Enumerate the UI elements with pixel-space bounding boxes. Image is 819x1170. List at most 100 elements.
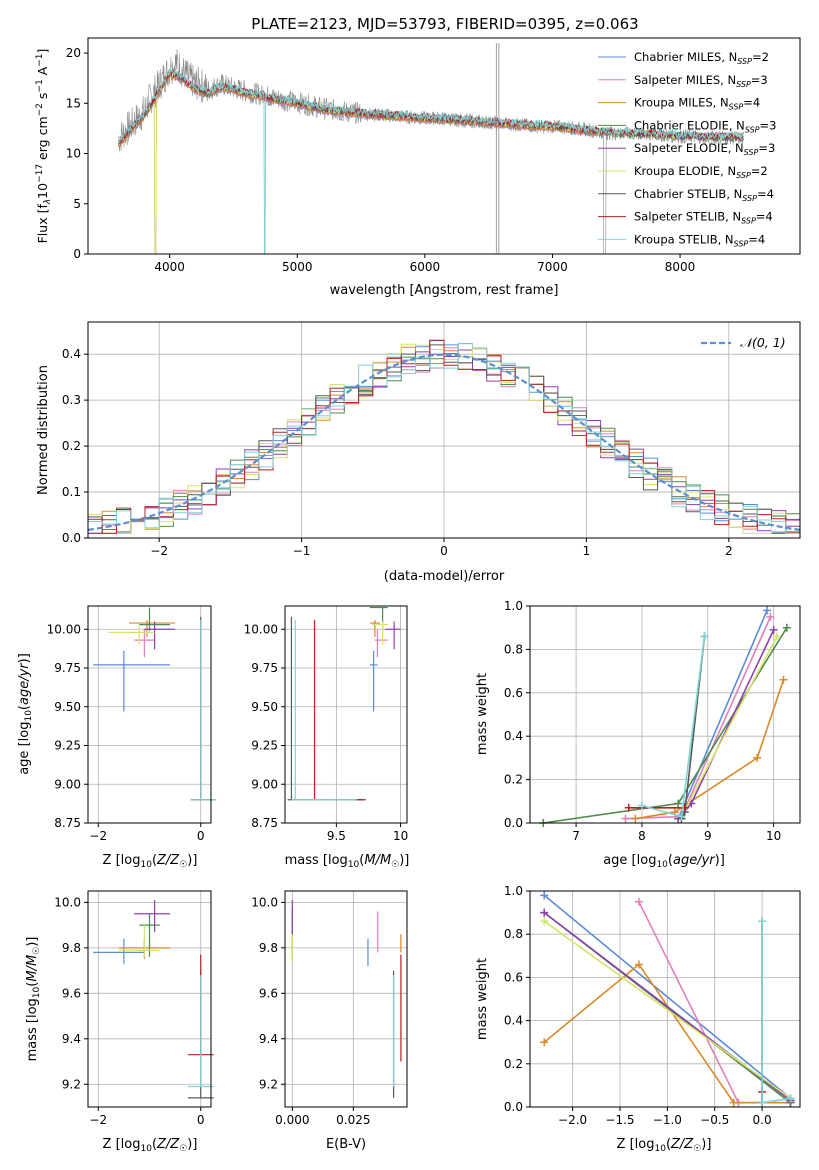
y-tick-label: 9.25 xyxy=(54,739,81,753)
y-tick-label: 9.25 xyxy=(251,739,278,753)
weight-marker-salpeter-stelib xyxy=(624,803,633,812)
legend-label-kroupa-stelib: Kroupa STELIB, NSSP=4 xyxy=(634,232,765,248)
spectrum-lines xyxy=(118,43,745,254)
y-tick-label: 0.4 xyxy=(504,729,523,743)
x-tick-label: −1.0 xyxy=(653,1113,682,1127)
legend-label-chabrier-stelib: Chabrier STELIB, NSSP=4 xyxy=(634,187,774,203)
age-vs-metallicity-xlabel: Z [log10(Z/Z☉)] xyxy=(103,853,198,870)
y-tick-label: 20 xyxy=(66,46,81,60)
y-tick-label: 9.00 xyxy=(54,777,81,791)
legend-label-chabrier-elodie: Chabrier ELODIE, NSSP=3 xyxy=(634,118,776,134)
mass-vs-ebv-xlabel: E(B-V) xyxy=(326,1137,366,1152)
x-tick-label: 8 xyxy=(638,829,646,843)
weight-vs-age-ylabel: mass weight xyxy=(475,673,490,755)
weight-vs-age-xlabel: age [log10(age/yr)] xyxy=(603,853,725,870)
x-tick-label: −2.0 xyxy=(558,1113,587,1127)
residual-legend: 𝒩(0, 1) xyxy=(701,335,786,350)
y-tick-label: 9.6 xyxy=(62,986,81,1000)
y-tick-label: 5 xyxy=(73,197,81,211)
spectrum-axes-frame xyxy=(87,37,801,255)
spectrum-ylabel: Flux [fλ10−17 erg cm−2 s−1 A−1] xyxy=(35,49,53,244)
y-tick-label: 1.0 xyxy=(504,599,523,613)
weight-line-chabrier-elodie xyxy=(543,627,788,824)
weight-marker-chabrier-elodie xyxy=(674,799,683,808)
age-vs-metallicity-ylabel: age [log10(age/yr)] xyxy=(17,653,34,775)
weight-vs-age-panel: 7 8 9 10 0.0 0.2 0.4 0.6 0.8 1.0 age [log10(age/y… xyxy=(475,599,801,870)
weight-marker-kroupa-stelib xyxy=(758,917,767,926)
weight-marker-kroupa-miles xyxy=(631,814,640,823)
y-tick-label: 0.0 xyxy=(504,816,523,830)
y-tick-label: 9.2 xyxy=(62,1077,81,1091)
residual-panel: −2 −1 0 1 2 0.0 0.1 0.2 0.3 0.4 (data-model)/erro… xyxy=(36,321,801,584)
y-tick-label: 8.75 xyxy=(251,816,278,830)
weight-marker-kroupa-stelib xyxy=(786,1094,795,1103)
weight-marker-salpeter-miles xyxy=(766,612,775,621)
age-vs-mass-panel: 9.5 10 8.75 9.00 9.25 9.50 9.75 10.00 mass [log… xyxy=(244,605,409,870)
x-tick-label: −1.5 xyxy=(605,1113,634,1127)
y-tick-label: 0.2 xyxy=(62,439,81,453)
weight-marker-salpeter-elodie xyxy=(769,625,778,634)
mass-vs-metallicity-ylabel: mass [log10(M/M☉)] xyxy=(25,937,42,1062)
y-tick-label: 9.75 xyxy=(54,661,81,675)
weight-marker-salpeter-miles xyxy=(634,897,643,906)
x-tick-label: 0 xyxy=(440,544,448,558)
y-tick-label: 10.00 xyxy=(47,622,81,636)
y-tick-label: 9.50 xyxy=(54,700,81,714)
weight-marker-kroupa-elodie xyxy=(772,632,781,641)
y-tick-label: 8.75 xyxy=(54,816,81,830)
y-tick-label: 0.3 xyxy=(62,393,81,407)
weight-vs-age-frame xyxy=(529,605,801,824)
y-tick-label: 10.0 xyxy=(54,895,81,909)
y-tick-label: 1.0 xyxy=(504,884,523,898)
mass-vs-ebv-panel: 0.000 0.025 9.2 9.4 9.6 9.8 10.0 E(B-V) xyxy=(251,890,408,1152)
weight-vs-metallicity-panel: −2.0 −1.5 −1.0 −0.5 0.0 0.0 0.2 0.4 0.6 0.8 1.0 Z … xyxy=(475,884,801,1154)
x-tick-label: −2 xyxy=(89,829,107,843)
y-tick-label: 9.8 xyxy=(62,941,81,955)
y-tick-label: 15 xyxy=(66,96,81,110)
y-tick-label: 0 xyxy=(73,247,81,261)
spectrum-panel: 4000 5000 6000 7000 8000 0 5 10 15 20 wavelength … xyxy=(35,37,801,298)
weight-marker-kroupa-miles xyxy=(634,960,643,969)
weight-line-chabrier-miles xyxy=(677,609,768,820)
gauss-legend-label: 𝒩(0, 1) xyxy=(740,335,786,350)
spectrum-legend: Chabrier MILES, NSSP=2 Salpeter MILES, NS… xyxy=(598,50,776,248)
y-tick-label: 0.0 xyxy=(62,531,81,545)
y-tick-label: 9.6 xyxy=(259,986,278,1000)
weight-line-kroupa-elodie xyxy=(543,920,791,1100)
y-tick-label: 9.8 xyxy=(259,941,278,955)
weight-marker-chabrier-miles xyxy=(540,891,549,900)
weight-marker-kroupa-stelib xyxy=(700,632,709,641)
x-tick-label: 0 xyxy=(197,1113,205,1127)
x-tick-label: 1 xyxy=(583,544,591,558)
x-tick-label: −2 xyxy=(150,544,168,558)
y-tick-label: 9.00 xyxy=(251,777,278,791)
age-vs-metallicity-frame xyxy=(87,605,212,824)
y-tick-label: 10.0 xyxy=(251,895,278,909)
weight-vs-metallicity-ylabel: mass weight xyxy=(475,958,490,1040)
figure-title: PLATE=2123, MJD=53793, FIBERID=0395, z=0… xyxy=(251,15,638,33)
x-tick-label: 4000 xyxy=(154,260,185,274)
age-vs-metallicity-panel: −2 0 8.75 9.00 9.25 9.50 9.75 10.00 Z [log10(Z/… xyxy=(17,605,217,870)
mass-vs-metallicity-xlabel: Z [log10(Z/Z☉)] xyxy=(103,1137,198,1154)
y-tick-label: 0.1 xyxy=(62,485,81,499)
y-tick-label: 10.00 xyxy=(244,622,278,636)
y-tick-label: 0.8 xyxy=(504,642,523,656)
weight-marker-kroupa-stelib xyxy=(677,812,686,821)
y-tick-label: 0.4 xyxy=(504,1014,523,1028)
x-tick-label: −1 xyxy=(293,544,311,558)
residual-xlabel: (data-model)/error xyxy=(384,569,505,584)
x-tick-label: 0 xyxy=(197,829,205,843)
x-tick-label: 9.5 xyxy=(327,829,346,843)
y-tick-label: 0.0 xyxy=(504,1100,523,1114)
weight-line-kroupa-miles xyxy=(635,679,785,820)
y-tick-label: 0.2 xyxy=(504,1057,523,1071)
mass-vs-ebv-frame xyxy=(284,890,408,1108)
y-tick-label: 0.6 xyxy=(504,686,523,700)
x-tick-label: 9 xyxy=(704,829,712,843)
weight-marker-salpeter-miles xyxy=(621,814,630,823)
y-tick-label: 0.6 xyxy=(504,970,523,984)
x-tick-label: 5000 xyxy=(282,260,313,274)
mass-vs-metallicity-frame xyxy=(87,890,212,1108)
y-tick-label: 9.2 xyxy=(259,1077,278,1091)
